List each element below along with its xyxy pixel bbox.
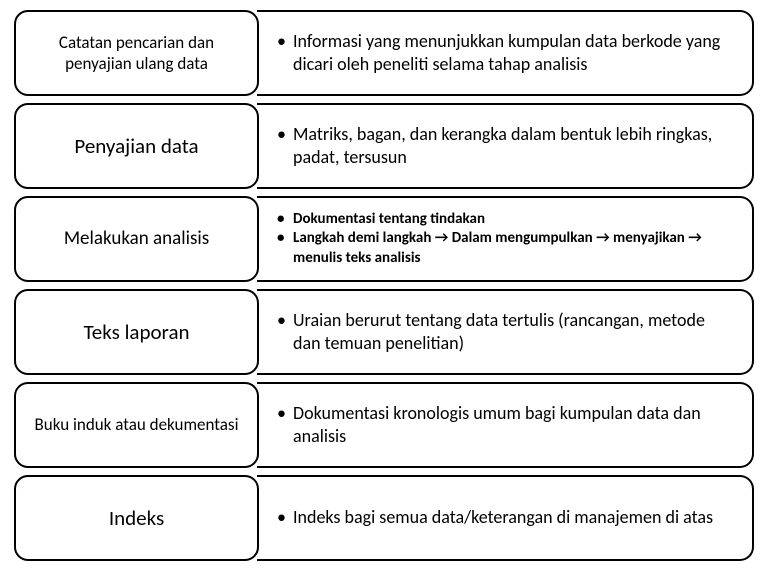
row-label-text: Catatan pencarian dan penyajian ulang da… <box>30 32 243 75</box>
bullet-item: Dokumentasi kronologis umum bagi kumpula… <box>277 402 736 449</box>
row-label-text: Melakukan analisis <box>64 227 209 251</box>
diagram-row: Buku induk atau dekumentasi Dokumentasi k… <box>14 382 754 468</box>
row-desc-box: Dokumentasi tentang tindakanLangkah demi… <box>257 196 754 282</box>
row-label-box: Buku induk atau dekumentasi <box>14 382 259 468</box>
bullet-item: Langkah demi langkah → Dalam mengumpulka… <box>277 229 736 268</box>
bullet-list: Dokumentasi kronologis umum bagi kumpula… <box>277 402 736 449</box>
row-desc-box: Matriks, bagan, dan kerangka dalam bentu… <box>257 103 754 189</box>
diagram-row: Indeks Indeks bagi semua data/keterangan … <box>14 475 754 561</box>
row-label-text: Penyajian data <box>74 133 198 159</box>
row-desc-box: Indeks bagi semua data/keterangan di man… <box>257 475 754 561</box>
diagram-container: Catatan pencarian dan penyajian ulang da… <box>14 10 754 561</box>
row-desc-box: Uraian berurut tentang data tertulis (ra… <box>257 289 754 375</box>
diagram-row: Teks laporan Uraian berurut tentang data … <box>14 289 754 375</box>
diagram-row: Penyajian data Matriks, bagan, dan kerang… <box>14 103 754 189</box>
row-label-text: Teks laporan <box>83 319 189 345</box>
bullet-list: Uraian berurut tentang data tertulis (ra… <box>277 309 736 356</box>
bullet-item: Dokumentasi tentang tindakan <box>277 210 736 230</box>
row-label-text: Indeks <box>109 505 164 531</box>
bullet-list: Indeks bagi semua data/keterangan di man… <box>277 506 736 529</box>
row-label-box: Catatan pencarian dan penyajian ulang da… <box>14 10 259 96</box>
bullet-list: Matriks, bagan, dan kerangka dalam bentu… <box>277 123 736 170</box>
bullet-item: Indeks bagi semua data/keterangan di man… <box>277 506 736 529</box>
diagram-row: Catatan pencarian dan penyajian ulang da… <box>14 10 754 96</box>
row-label-box: Indeks <box>14 475 259 561</box>
row-label-box: Teks laporan <box>14 289 259 375</box>
bullet-item: Uraian berurut tentang data tertulis (ra… <box>277 309 736 356</box>
row-label-box: Penyajian data <box>14 103 259 189</box>
row-label-box: Melakukan analisis <box>14 196 259 282</box>
bullet-item: Informasi yang menunjukkan kumpulan data… <box>277 30 736 77</box>
bullet-list: Informasi yang menunjukkan kumpulan data… <box>277 30 736 77</box>
diagram-row: Melakukan analisis Dokumentasi tentang ti… <box>14 196 754 282</box>
row-desc-box: Dokumentasi kronologis umum bagi kumpula… <box>257 382 754 468</box>
bullet-list: Dokumentasi tentang tindakanLangkah demi… <box>277 210 736 269</box>
row-label-text: Buku induk atau dekumentasi <box>35 414 239 435</box>
row-desc-box: Informasi yang menunjukkan kumpulan data… <box>257 10 754 96</box>
bullet-item: Matriks, bagan, dan kerangka dalam bentu… <box>277 123 736 170</box>
